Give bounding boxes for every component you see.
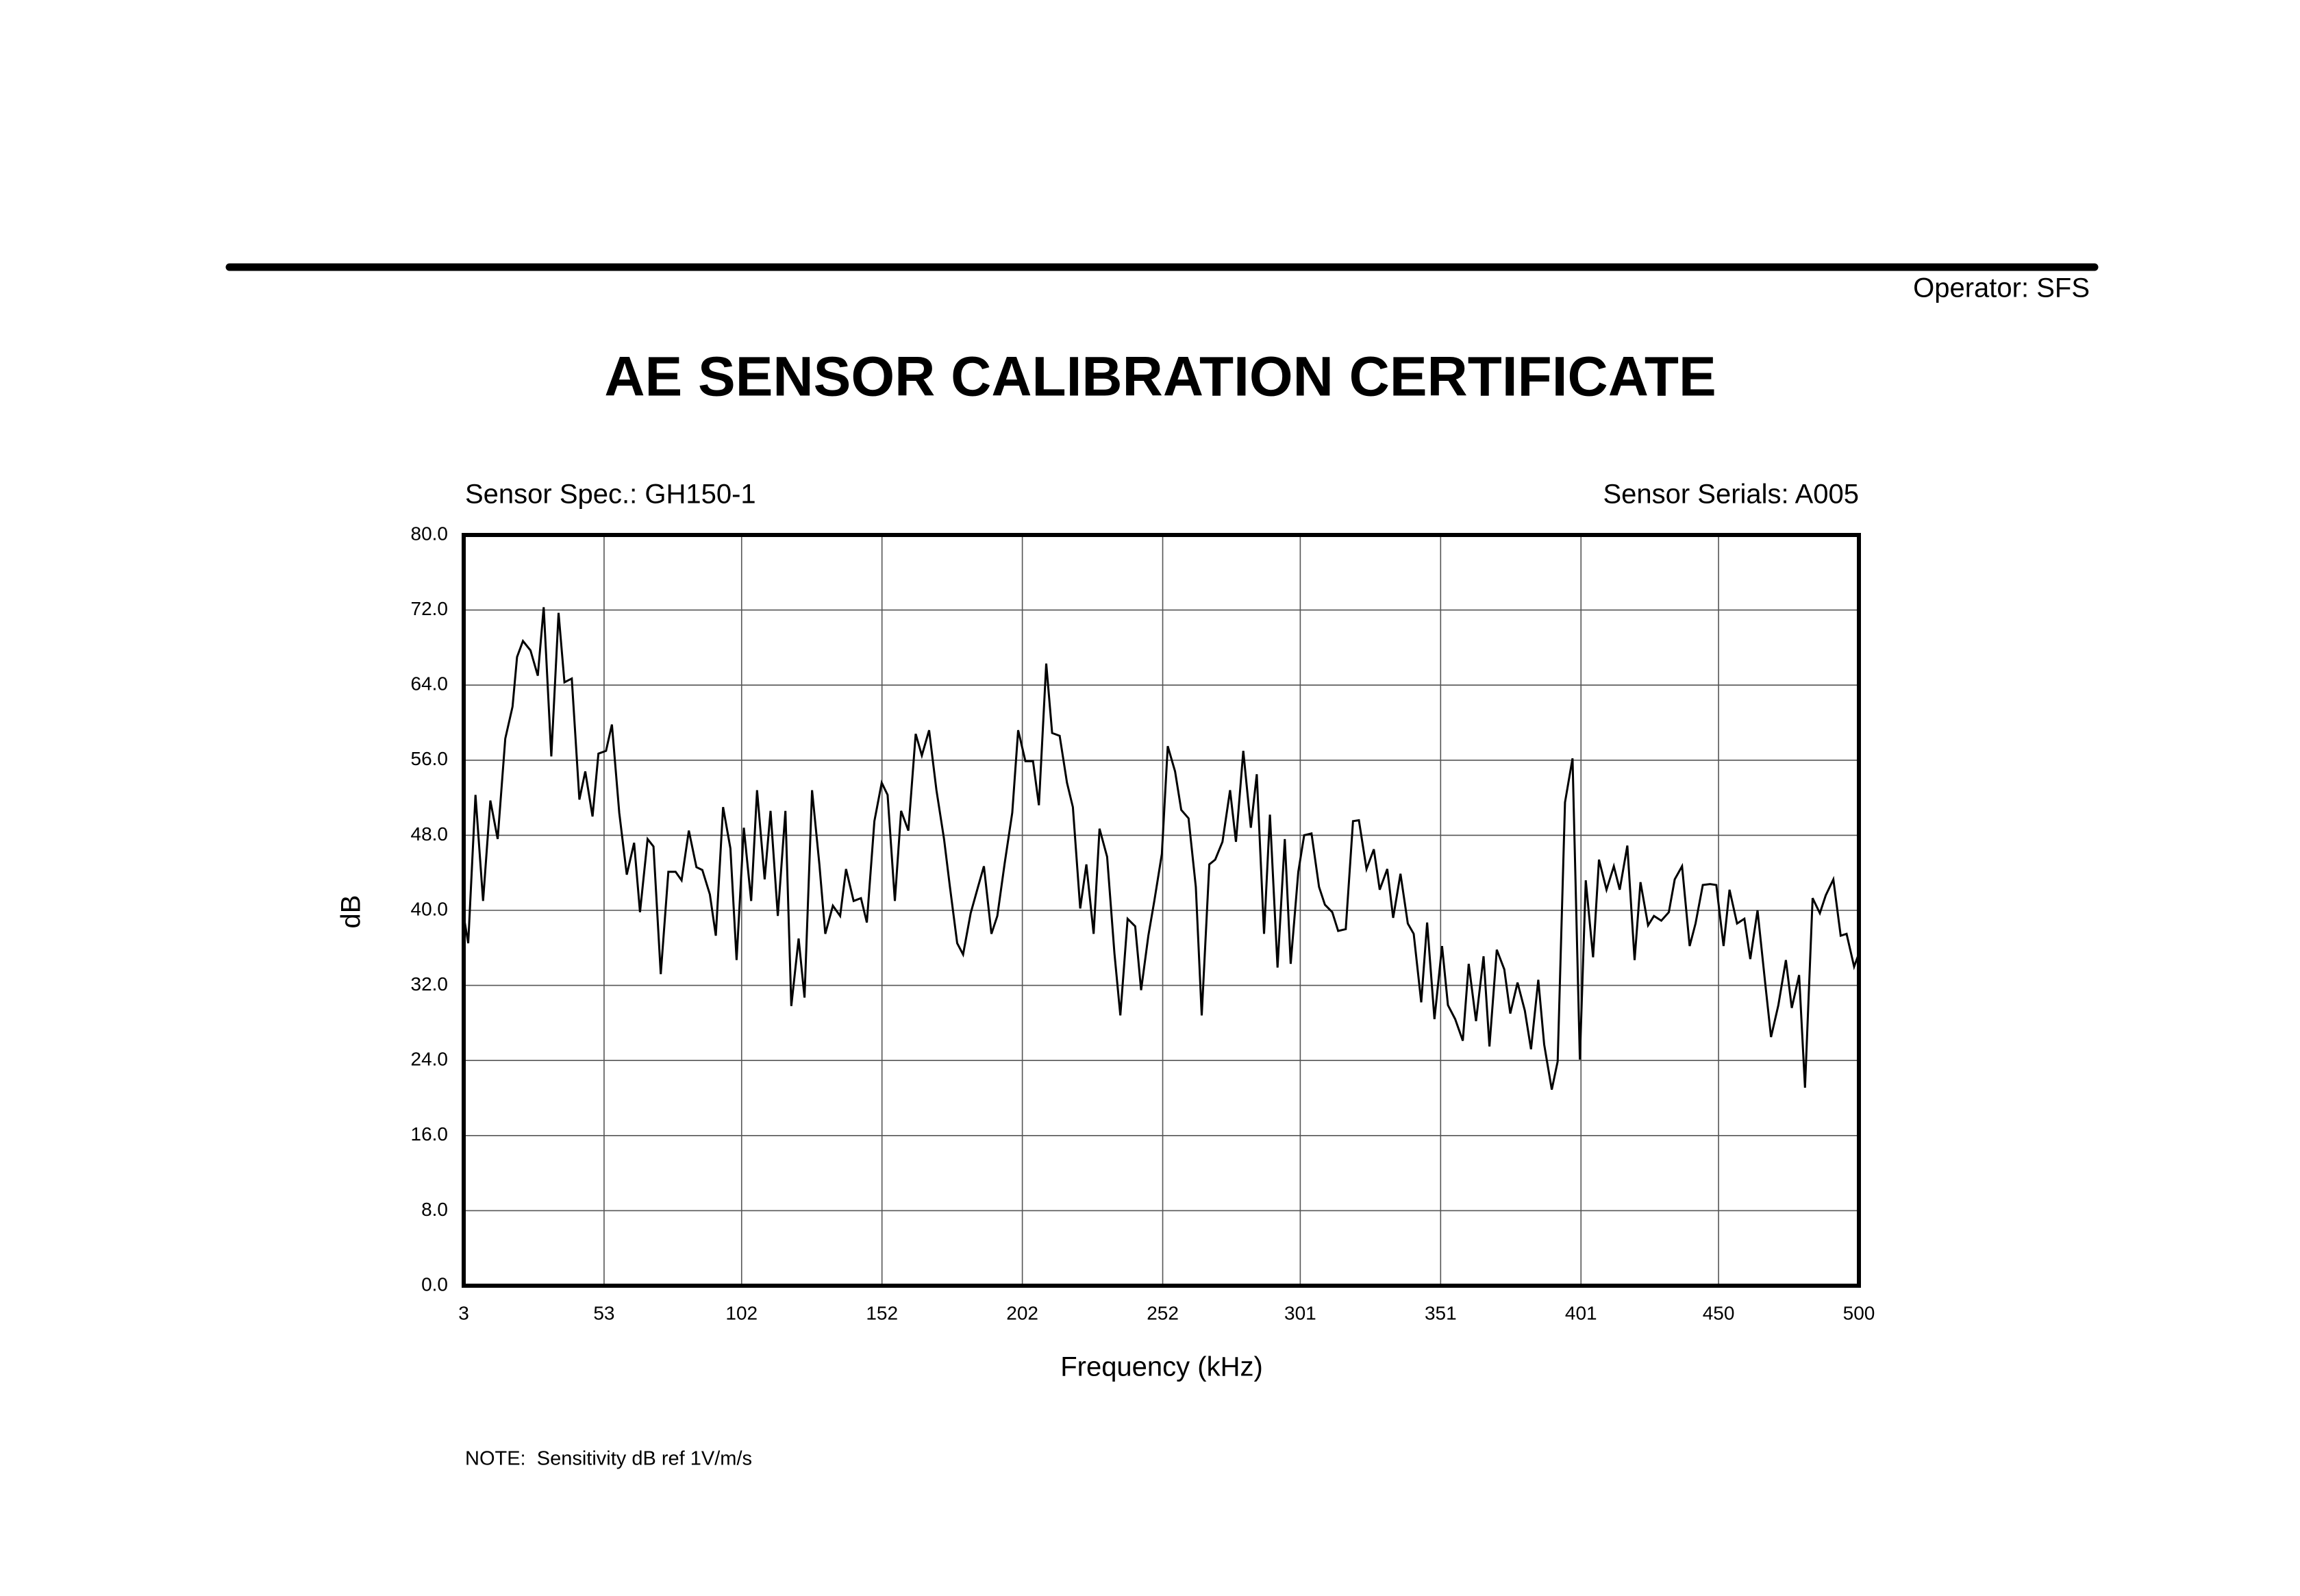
y-tick-label: 56.0 [411, 748, 449, 769]
chart-title: AE SENSOR CALIBRATION CERTIFICATE [604, 346, 1716, 408]
data-line [462, 607, 1860, 1090]
x-tick-label: 3 [458, 1302, 469, 1323]
y-tick-label: 48.0 [411, 823, 449, 845]
sensor-serials: Sensor Serials: A005 [1603, 479, 1859, 510]
plot [462, 607, 1860, 1090]
y-tick-label: 32.0 [411, 973, 449, 995]
plot-frame [462, 533, 1861, 1288]
x-tick-label: 351 [1425, 1302, 1457, 1323]
y-tick-label: 64.0 [411, 673, 449, 695]
y-tick-label: 80.0 [411, 523, 449, 544]
x-tick-label: 252 [1147, 1302, 1179, 1323]
y-tick-label: 24.0 [411, 1049, 449, 1070]
y-tick-label: 40.0 [411, 898, 449, 919]
operator: Operator: SFS [1913, 273, 2090, 303]
x-tick-label: 401 [1565, 1302, 1597, 1323]
x-tick-label: 500 [1843, 1302, 1875, 1323]
note: NOTE: Sensitivity dB ref 1V/m/s [465, 1448, 752, 1470]
x-axis-label: Frequency (kHz) [1060, 1352, 1263, 1382]
y-tick-label: 8.0 [421, 1199, 448, 1220]
grid: 0.0 8.0 16.0 24.0 32.0 40.0 48.0 56.0 64.0 72.0 80… [411, 523, 1875, 1323]
x-tick-label: 301 [1284, 1302, 1316, 1323]
sensor-spec: Sensor Spec.: GH150-1 [465, 479, 756, 510]
x-tick-label: 152 [866, 1302, 898, 1323]
y-tick-label: 0.0 [421, 1273, 448, 1295]
x-tick-label: 102 [725, 1302, 758, 1323]
x-tick-label: 53 [593, 1302, 614, 1323]
y-tick-label: 72.0 [411, 598, 449, 619]
x-tick-label: 202 [1006, 1302, 1038, 1323]
x-tick-label: 450 [1703, 1302, 1735, 1323]
y-axis-label: dB [336, 895, 366, 929]
y-tick-label: 16.0 [411, 1123, 449, 1145]
